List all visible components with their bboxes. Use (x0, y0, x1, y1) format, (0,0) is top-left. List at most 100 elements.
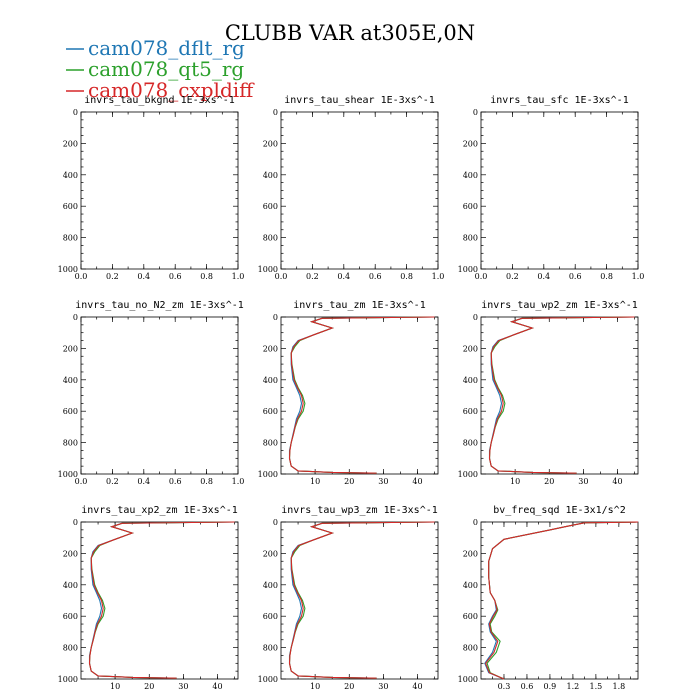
x-tick-label: 0.0 (275, 272, 288, 281)
y-tick-label: 200 (63, 139, 78, 148)
y-tick-label: 0 (473, 108, 478, 117)
plot-frame (80, 521, 239, 680)
series-line-cam078_qt5_rg (488, 316, 635, 474)
y-tick-label: 600 (263, 202, 278, 211)
figure-title: CLUBB VAR at305E,0N (225, 21, 475, 45)
plot-frame (280, 111, 439, 270)
x-tick-label: 0.6 (569, 272, 582, 281)
y-tick-label: 1000 (258, 265, 278, 274)
panel: invrs_tau_bkgnd 1E-3xs^-1 0 200 400 600 800 10… (58, 95, 245, 281)
x-tick-label: 0.8 (600, 272, 613, 281)
y-tick-label: 600 (463, 612, 478, 621)
x-tick-label: 0.6 (169, 272, 182, 281)
y-tick-label: 0 (473, 518, 478, 527)
x-tick-label: 1.8 (612, 682, 625, 691)
plot-frame (80, 316, 239, 475)
legend: cam078_dflt_rgcam078_qt5_rgcam078_cxpldi… (66, 36, 255, 102)
panel-title: bv_freq_sqd 1E-3x1/s^2 (493, 505, 625, 516)
y-tick-label: 800 (63, 644, 78, 653)
y-tick-label: 800 (263, 439, 278, 448)
x-tick-label: 1.5 (590, 682, 603, 691)
plot-frame (80, 111, 239, 270)
y-tick-label: 400 (463, 171, 478, 180)
x-tick-label: 10 (110, 682, 120, 691)
panel-title: invrs_tau_wp3_zm 1E-3xs^-1 (281, 505, 438, 516)
y-tick-label: 800 (63, 439, 78, 448)
y-tick-label: 600 (463, 202, 478, 211)
panel: invrs_tau_sfc 1E-3xs^-1 0 200 400 600 800 1000… (458, 95, 645, 281)
x-tick-label: 40 (412, 477, 422, 486)
x-tick-label: 10 (310, 682, 320, 691)
series-line-cam078_qt5_rg (88, 521, 235, 679)
y-tick-label: 1000 (58, 675, 78, 684)
x-tick-label: 0.8 (400, 272, 413, 281)
x-tick-label: 30 (378, 682, 388, 691)
y-tick-label: 0 (73, 108, 78, 117)
x-tick-label: 10 (310, 477, 320, 486)
y-tick-label: 200 (463, 139, 478, 148)
panel: invrs_tau_no_N2_zm 1E-3xs^-1 0 200 400 600 80… (58, 300, 245, 486)
panel: invrs_tau_wp3_zm 1E-3xs^-10 200 400 600 800 1… (258, 505, 439, 691)
x-tick-label: 40 (612, 477, 622, 486)
panel-title: invrs_tau_sfc 1E-3xs^-1 (490, 95, 628, 106)
y-tick-label: 400 (463, 581, 478, 590)
panel: invrs_tau_zm 1E-3xs^-1 0 200 400 600 800 1000 1… (258, 300, 439, 486)
y-tick-label: 600 (263, 407, 278, 416)
y-tick-label: 200 (463, 549, 478, 558)
plot-frame (280, 521, 439, 680)
x-tick-label: 30 (578, 477, 588, 486)
y-tick-label: 0 (73, 518, 78, 527)
plot-frame (480, 521, 639, 680)
series-line-cam078_cxpldiff (484, 521, 639, 680)
y-tick-label: 600 (263, 612, 278, 621)
y-tick-label: 600 (63, 202, 78, 211)
x-tick-label: 40 (412, 682, 422, 691)
y-tick-label: 0 (473, 313, 478, 322)
y-tick-label: 1000 (258, 675, 278, 684)
y-tick-label: 400 (63, 376, 78, 385)
y-tick-label: 200 (463, 344, 478, 353)
plot-frame (280, 316, 439, 475)
y-tick-label: 0 (73, 313, 78, 322)
y-tick-label: 1000 (258, 470, 278, 479)
panels: invrs_tau_bkgnd 1E-3xs^-1020040060080010… (58, 95, 645, 691)
x-tick-label: 1.0 (232, 272, 245, 281)
panel-title: invrs_tau_xp2_zm 1E-3xs^-1 (81, 505, 238, 516)
x-tick-label: 0.0 (475, 272, 488, 281)
x-tick-label: 0.4 (137, 272, 150, 281)
panel: invrs_tau_shear 1E-3xs^-1 0 200 400 600 800 10… (258, 95, 445, 281)
series-line-cam078_qt5_rg (288, 521, 435, 679)
y-tick-label: 800 (63, 234, 78, 243)
x-tick-label: 0.0 (75, 272, 88, 281)
x-tick-label: 0.6 (521, 682, 534, 691)
plot-frame (480, 111, 639, 270)
x-tick-label: 1.0 (632, 272, 645, 281)
x-tick-label: 20 (344, 682, 354, 691)
legend-entry: cam078_cxpldiff (66, 78, 255, 102)
y-tick-label: 1000 (458, 470, 478, 479)
x-tick-label: 20 (144, 682, 154, 691)
x-tick-label: 20 (544, 477, 554, 486)
legend-entry: cam078_qt5_rg (66, 57, 244, 81)
y-tick-label: 400 (263, 581, 278, 590)
y-tick-label: 400 (263, 171, 278, 180)
y-tick-label: 800 (463, 234, 478, 243)
x-tick-label: 0.0 (75, 477, 88, 486)
panel-title: invrs_tau_shear 1E-3xs^-1 (284, 95, 435, 106)
x-tick-label: 0.8 (200, 272, 213, 281)
x-tick-label: 1.0 (432, 272, 445, 281)
y-tick-label: 200 (63, 549, 78, 558)
x-tick-label: 0.2 (306, 272, 319, 281)
x-tick-label: 0.2 (106, 272, 119, 281)
x-tick-label: 0.8 (200, 477, 213, 486)
series-line-cam078_dflt_rg (488, 316, 635, 474)
y-tick-label: 800 (463, 644, 478, 653)
panel-title: invrs_tau_no_N2_zm 1E-3xs^-1 (75, 300, 244, 311)
y-tick-label: 400 (263, 376, 278, 385)
y-tick-label: 200 (63, 344, 78, 353)
y-tick-label: 0 (273, 518, 278, 527)
y-tick-label: 600 (463, 407, 478, 416)
y-tick-label: 1000 (58, 470, 78, 479)
x-tick-label: 10 (510, 477, 520, 486)
